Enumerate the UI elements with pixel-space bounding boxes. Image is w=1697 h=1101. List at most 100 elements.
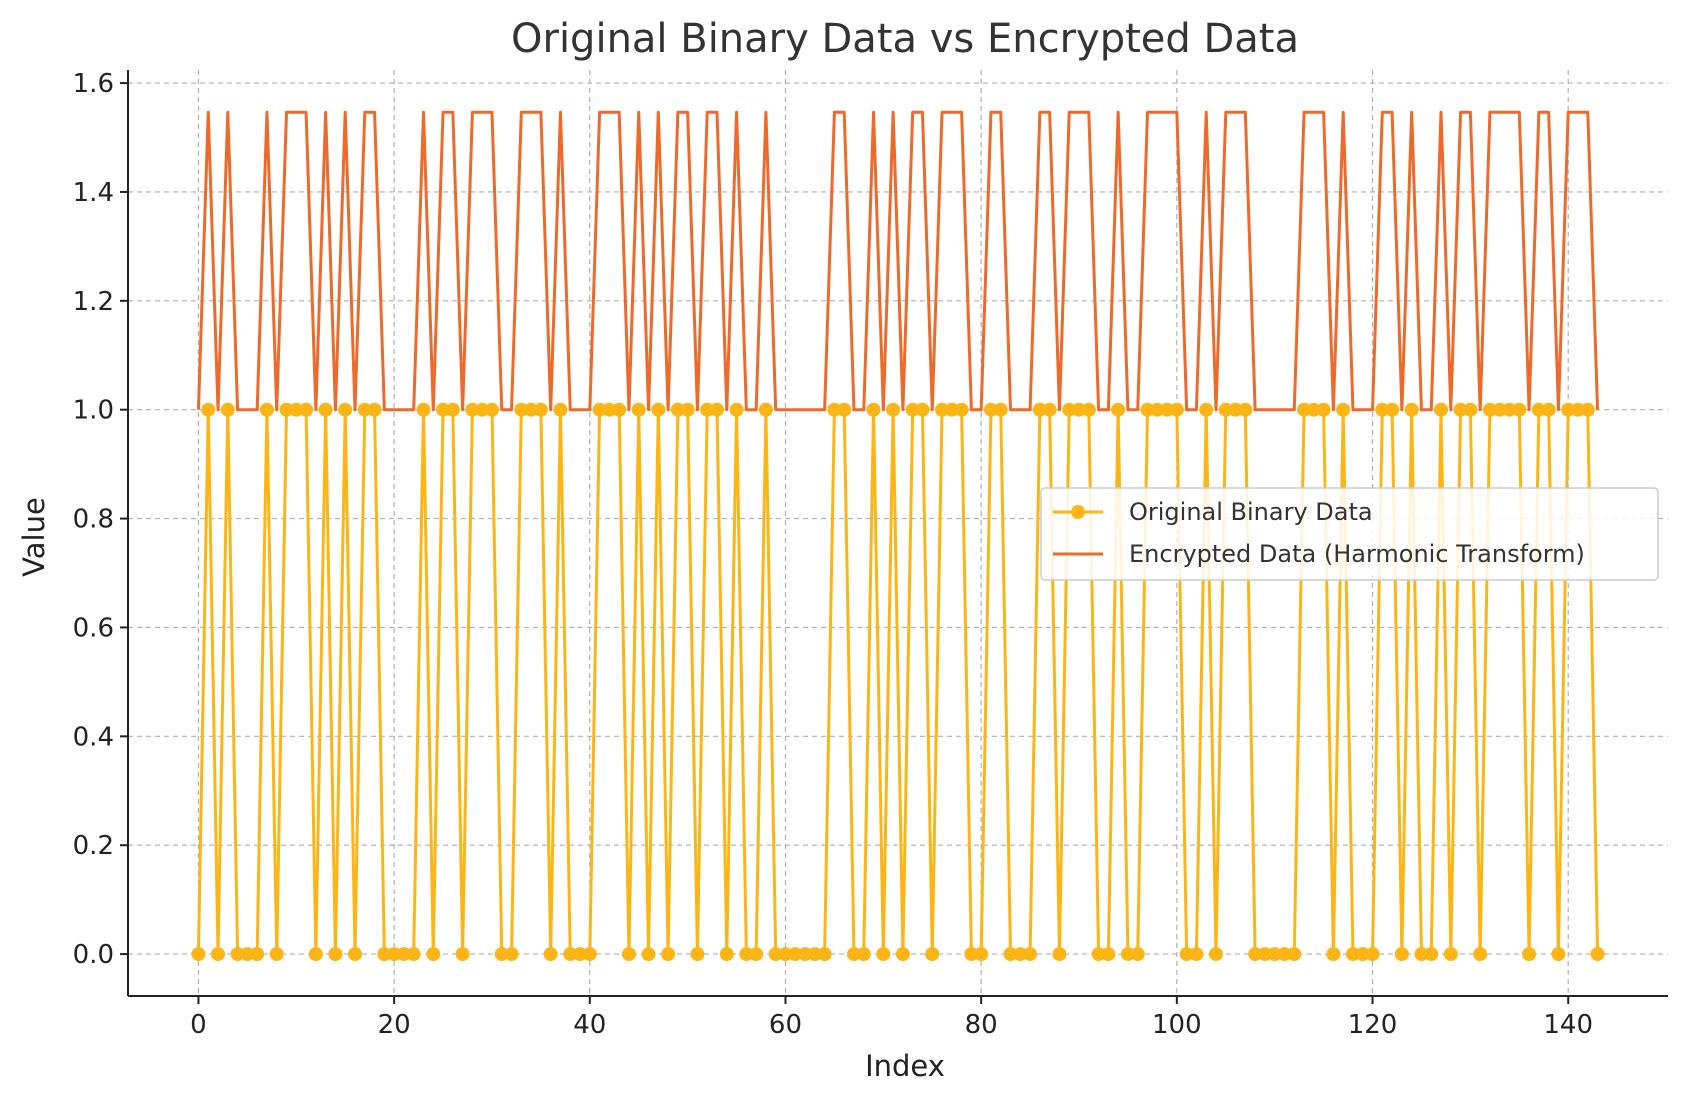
data-point (807, 947, 822, 962)
data-point (563, 947, 578, 962)
data-point (651, 402, 666, 417)
legend: Original Binary Data Encrypted Data (Harm… (1040, 487, 1659, 581)
axes: 0 20 40 60 80 100 120 140 0.0 0.2 0.4 0.6 0.8 1.0 1.2 1… (73, 69, 1668, 1040)
data-point (641, 947, 656, 962)
x-tick-label: 60 (769, 1010, 802, 1040)
data-point (778, 947, 793, 962)
data-point (1287, 947, 1302, 962)
data-point (416, 402, 431, 417)
y-tick-label: 0.2 (73, 831, 114, 861)
data-point (1326, 947, 1341, 962)
data-point (719, 947, 734, 962)
data-point (592, 402, 607, 417)
data-point (1375, 402, 1390, 417)
data-point (1365, 947, 1380, 962)
data-point (1257, 947, 1272, 962)
data-point (533, 402, 548, 417)
data-point (798, 947, 813, 962)
data-point (1551, 947, 1566, 962)
x-tick-label: 0 (190, 1010, 207, 1040)
x-tick-label: 40 (573, 1010, 606, 1040)
x-axis-label: Index (865, 1049, 945, 1083)
data-point (299, 402, 314, 417)
data-point (387, 947, 402, 962)
data-point (1463, 402, 1478, 417)
data-point (1160, 402, 1175, 417)
data-point (1023, 947, 1038, 962)
data-point (1111, 402, 1126, 417)
data-point (524, 402, 539, 417)
y-axis-label: Value (17, 497, 51, 577)
series-original-binary-data (191, 402, 1605, 962)
data-point (347, 947, 362, 962)
plot-area (191, 110, 1605, 962)
data-point (1218, 402, 1233, 417)
data-point (465, 402, 480, 417)
data-point (1072, 402, 1086, 417)
data-point (905, 402, 920, 417)
data-point (220, 402, 235, 417)
data-point (396, 947, 411, 962)
data-point (1277, 947, 1292, 962)
data-point (475, 402, 490, 417)
data-point (964, 947, 979, 962)
data-point (1267, 947, 1282, 962)
data-point (993, 402, 1008, 417)
data-point (426, 947, 441, 962)
data-point (1208, 947, 1223, 962)
data-point (1238, 402, 1253, 417)
data-point (710, 402, 724, 417)
data-point (661, 947, 676, 962)
data-point (1443, 947, 1458, 962)
data-point (1150, 402, 1165, 417)
data-point (758, 402, 773, 417)
x-tick-label: 20 (378, 1010, 411, 1040)
data-point (1179, 947, 1194, 962)
data-point (1062, 402, 1077, 417)
data-point (1424, 947, 1439, 962)
data-point (504, 947, 519, 962)
y-tick-label: 1.2 (73, 287, 114, 317)
data-point (445, 402, 460, 417)
data-point (1404, 402, 1419, 417)
data-point (338, 402, 353, 417)
data-point (494, 947, 509, 962)
y-tick-label: 1.6 (73, 69, 114, 99)
data-point (367, 402, 382, 417)
data-point (269, 947, 284, 962)
data-point (211, 947, 226, 962)
chart-title: Original Binary Data vs Encrypted Data (511, 16, 1299, 62)
data-point (739, 947, 754, 962)
data-point (308, 947, 323, 962)
y-tick-label: 0.0 (73, 940, 114, 970)
data-point (700, 402, 715, 417)
data-point (1492, 402, 1507, 417)
data-point (573, 947, 588, 962)
data-point (436, 402, 451, 417)
data-point (876, 947, 891, 962)
data-point (1453, 402, 1468, 417)
y-tick-label: 1.4 (73, 178, 114, 208)
data-point (915, 402, 930, 417)
data-point (357, 402, 372, 417)
data-point (406, 947, 421, 962)
legend-entry: Original Binary Data (1129, 498, 1373, 526)
data-point (670, 402, 685, 417)
data-point (749, 947, 764, 962)
data-point (983, 402, 998, 417)
data-point (886, 402, 901, 417)
data-point (328, 947, 343, 962)
data-point (846, 947, 861, 962)
data-point (895, 947, 910, 962)
y-tick-label: 1.0 (73, 396, 114, 426)
data-point (250, 947, 265, 962)
data-point (1355, 947, 1370, 962)
data-point (582, 947, 597, 962)
data-point (201, 402, 216, 417)
data-point (1394, 947, 1409, 962)
data-point (1502, 402, 1517, 417)
data-point (974, 947, 989, 962)
legend-marker (1071, 505, 1085, 519)
data-point (1081, 402, 1096, 417)
data-point (1032, 402, 1047, 417)
